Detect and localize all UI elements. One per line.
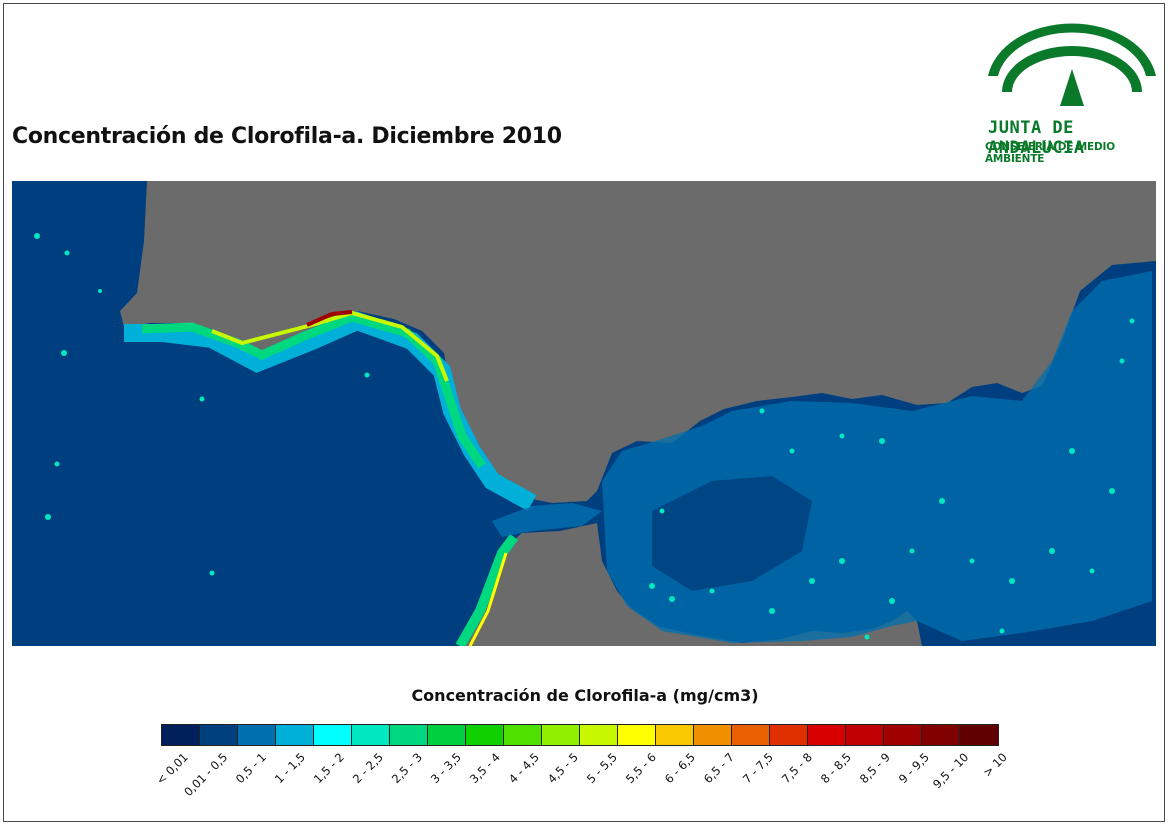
- legend-swatch: [846, 725, 884, 745]
- legend-label: 8,5 - 9: [856, 750, 893, 787]
- coast-band-green: [141, 312, 486, 469]
- legend-label: 0,5 - 1: [232, 750, 269, 787]
- legend-swatch: [466, 725, 504, 745]
- legend-label: 2,5 - 3: [388, 750, 425, 787]
- legend-label: 6 - 6,5: [661, 750, 698, 787]
- legend-swatch: [200, 725, 238, 745]
- legend-label: 9,5 - 10: [929, 750, 971, 792]
- legend-swatch: [390, 725, 428, 745]
- land-south: [460, 523, 922, 646]
- legend-swatch: [352, 725, 390, 745]
- legend-label: 1 - 1,5: [271, 750, 308, 787]
- strait-water: [492, 503, 602, 537]
- legend-swatch: [694, 725, 732, 745]
- coast-band-south: [455, 534, 518, 646]
- legend-swatch: [884, 725, 922, 745]
- legend-swatch: [504, 725, 542, 745]
- legend-swatch: [808, 725, 846, 745]
- chlorophyll-map: [12, 181, 1156, 646]
- coast-band-south-yellow: [468, 552, 508, 646]
- legend-label: 7 - 7,5: [739, 750, 776, 787]
- legend-swatch: [162, 725, 200, 745]
- logo-line-2: CONSEJERÍA DE MEDIO AMBIENTE: [985, 141, 1115, 165]
- legend-title: Concentración de Clorofila-a (mg/cm3): [411, 686, 759, 705]
- legend-label: 8 - 8,5: [817, 750, 854, 787]
- legend-label: > 10: [979, 750, 1010, 780]
- page-title: Concentración de Clorofila-a. Diciembre …: [12, 124, 562, 149]
- legend-label: 4,5 - 5: [544, 750, 581, 787]
- legend-swatch: [922, 725, 960, 745]
- coast-hotspot: [306, 310, 353, 327]
- logo-line-1: JUNTA DE ANDALUCIA: [988, 118, 1085, 158]
- legend-label: 1,5 - 2: [310, 750, 347, 787]
- legend-swatch: [428, 725, 466, 745]
- legend-swatch: [732, 725, 770, 745]
- legend-label: 9 - 9,5: [895, 750, 932, 787]
- legend-label: 4 - 4,5: [505, 750, 542, 787]
- legend-color-bar: [161, 724, 999, 746]
- legend-label: 5,5 - 6: [622, 750, 659, 787]
- alboran-water-dark: [652, 476, 812, 591]
- legend-swatch: [276, 725, 314, 745]
- legend-swatch: [580, 725, 618, 745]
- junta-andalucia-logo: [988, 23, 1156, 106]
- legend-swatch: [656, 725, 694, 745]
- legend-swatch: [542, 725, 580, 745]
- bloom-spots: [34, 233, 1135, 640]
- legend-label: 2 - 2,5: [349, 750, 386, 787]
- legend-label: 3,5 - 4: [466, 750, 503, 787]
- legend-label: 3 - 3,5: [427, 750, 464, 787]
- legend-swatch: [960, 725, 998, 745]
- legend-swatch: [770, 725, 808, 745]
- legend-label: 5 - 5,5: [583, 750, 620, 787]
- legend-swatch: [238, 725, 276, 745]
- legend-label: 6,5 - 7: [700, 750, 737, 787]
- legend-swatch: [618, 725, 656, 745]
- land-north: [120, 181, 1156, 503]
- legend-swatch: [314, 725, 352, 745]
- legend-label: 7,5 - 8: [778, 750, 815, 787]
